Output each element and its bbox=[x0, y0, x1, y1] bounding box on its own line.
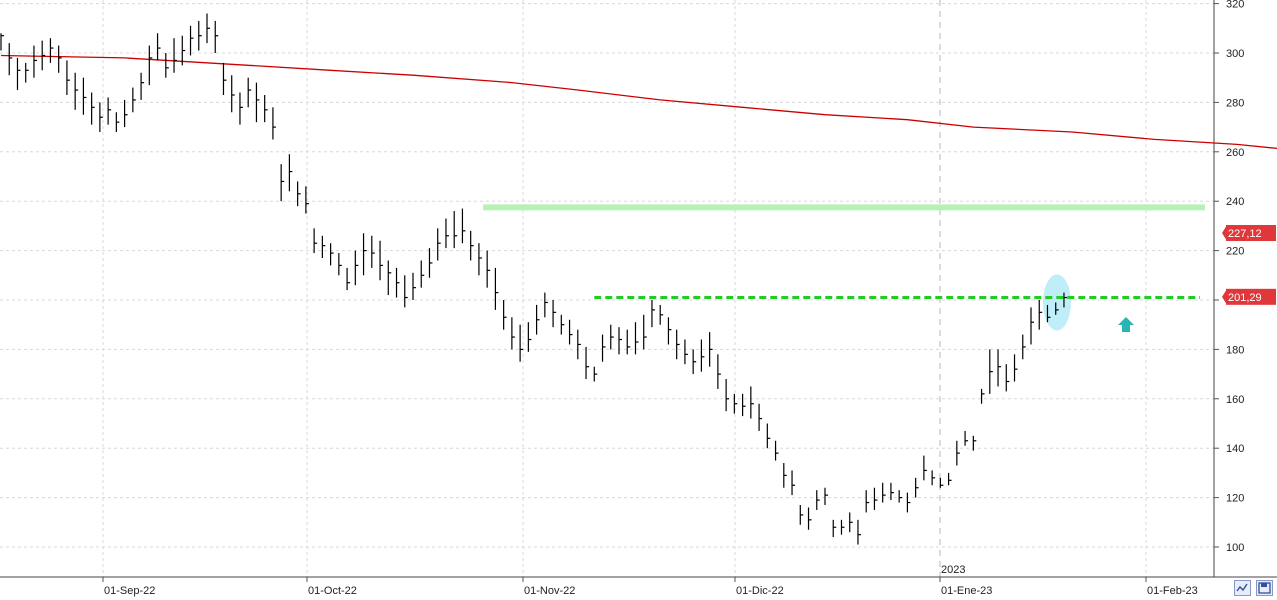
y-tick-label: 240 bbox=[1226, 196, 1244, 208]
zoom-glyph bbox=[1236, 583, 1248, 592]
resistance-band bbox=[483, 204, 1205, 211]
save-glyph bbox=[1258, 582, 1271, 594]
zoom-icon[interactable] bbox=[1234, 580, 1251, 596]
x-tick-label: 01-Oct-22 bbox=[308, 585, 357, 597]
year-marker-label: 2023 bbox=[941, 564, 965, 576]
x-tick-label: 01-Nov-22 bbox=[524, 585, 575, 597]
price-badge bbox=[1226, 288, 1276, 305]
moving-average-line bbox=[0, 54, 1277, 150]
y-tick-label: 100 bbox=[1226, 542, 1244, 554]
price-badge-label: 227,12 bbox=[1228, 228, 1262, 240]
highlight-ellipse bbox=[1042, 274, 1071, 331]
y-tick-label: 160 bbox=[1226, 394, 1244, 406]
price-badge-label: 201,29 bbox=[1228, 292, 1262, 304]
y-tick-label: 280 bbox=[1226, 97, 1244, 109]
save-icon[interactable] bbox=[1256, 580, 1273, 596]
x-tick-label: 01-Ene-23 bbox=[941, 585, 992, 597]
price-badge-pointer bbox=[1222, 225, 1227, 242]
y-tick-label: 140 bbox=[1226, 443, 1244, 455]
x-tick-label: 01-Feb-23 bbox=[1147, 585, 1198, 597]
price-badge-pointer bbox=[1222, 288, 1227, 305]
y-tick-label: 260 bbox=[1226, 147, 1244, 159]
x-tick-label: 01-Dic-22 bbox=[736, 585, 784, 597]
x-tick-label: 01-Sep-22 bbox=[104, 585, 155, 597]
price-badge bbox=[1226, 225, 1276, 242]
up-arrow-icon bbox=[1118, 317, 1134, 332]
y-tick-label: 120 bbox=[1226, 493, 1244, 505]
y-tick-label: 320 bbox=[1226, 0, 1244, 11]
y-tick-label: 180 bbox=[1226, 344, 1244, 356]
y-tick-label: 220 bbox=[1226, 246, 1244, 258]
y-tick-label: 300 bbox=[1226, 48, 1244, 60]
